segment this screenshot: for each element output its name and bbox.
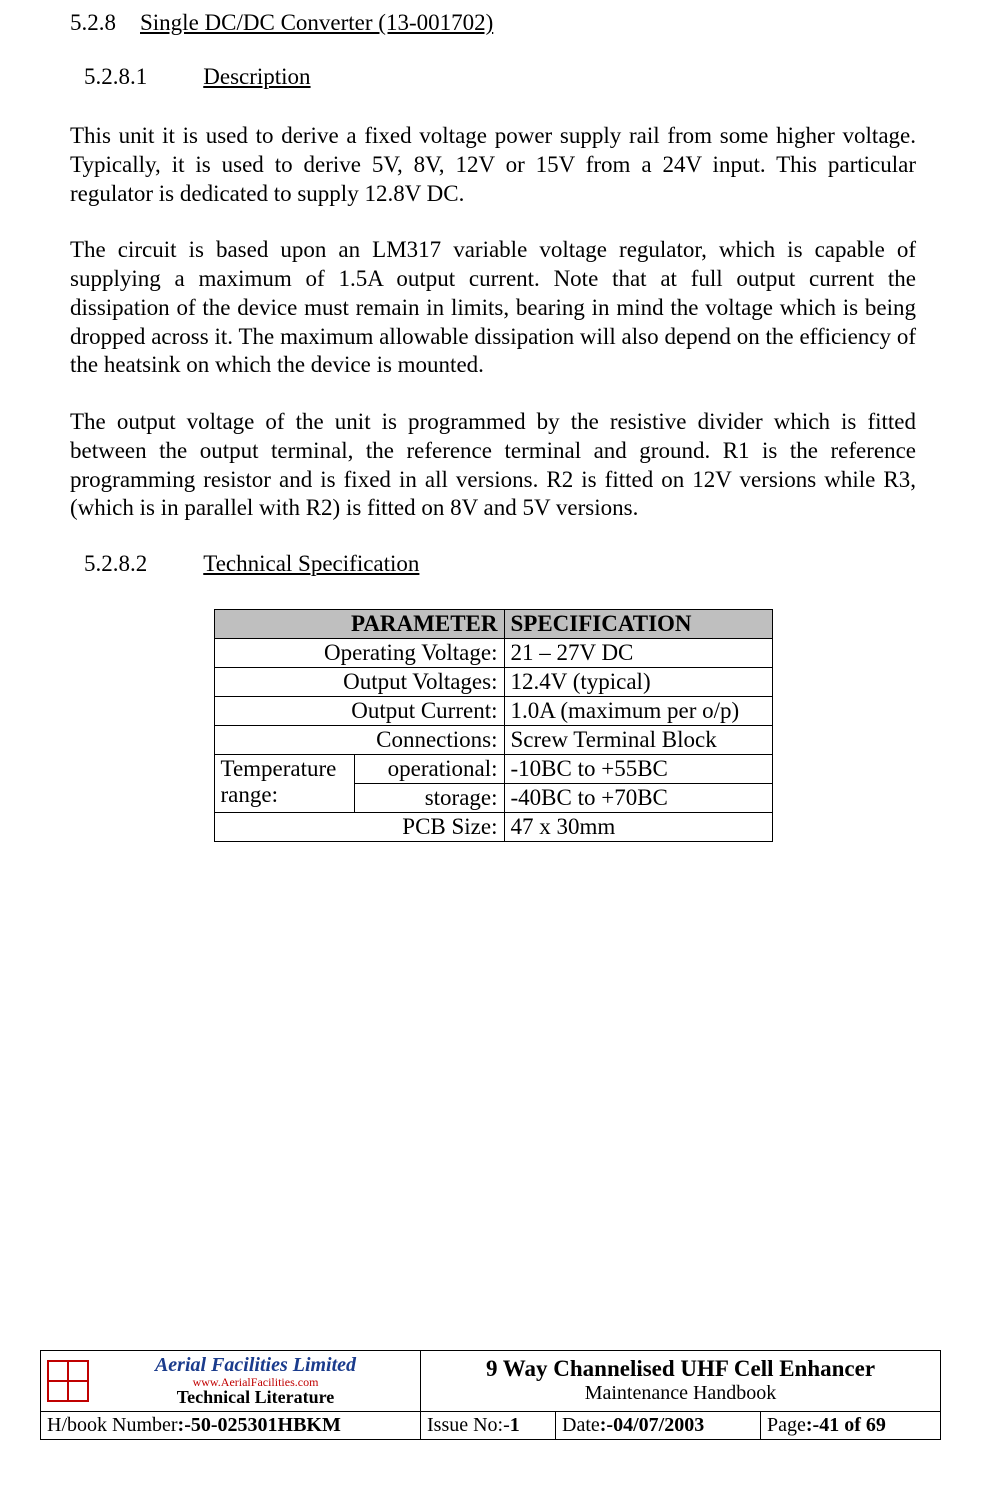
hbook-label: H/book Number	[47, 1414, 178, 1436]
table-row: Operating Voltage: 21 – 27V DC	[214, 639, 772, 668]
technical-spec-table: PARAMETER SPECIFICATION Operating Voltag…	[214, 609, 773, 842]
logo-company: Aerial Facilities Limited	[97, 1355, 414, 1376]
date-value: :-04/07/2003	[600, 1414, 704, 1436]
logo-subtitle: Technical Literature	[97, 1388, 414, 1407]
doc-title-box: 9 Way Channelised UHF Cell Enhancer Main…	[421, 1351, 940, 1411]
doc-subtitle: Maintenance Handbook	[585, 1382, 777, 1405]
hbook-value: :-50-025301HBKM	[178, 1414, 341, 1436]
param-cell: Output Current:	[214, 697, 504, 726]
footer-issue: Issue No:-1	[421, 1412, 556, 1439]
footer-hbook: H/book Number:-50-025301HBKM	[41, 1412, 421, 1439]
subsection-heading-techspec: 5.2.8.2 Technical Specification	[84, 551, 916, 577]
param-sub-cell: operational:	[354, 755, 504, 784]
subsection-number: 5.2.8.2	[84, 551, 147, 577]
logo-text: Aerial Facilities Limited www.AerialFaci…	[97, 1355, 414, 1407]
table-row: Temperature range: operational: -10ВС to…	[214, 755, 772, 784]
date-label: Date	[562, 1414, 600, 1436]
paragraph-2: The circuit is based upon an LM317 varia…	[70, 236, 916, 380]
spec-cell: 1.0A (maximum per o/p)	[504, 697, 772, 726]
param-group-cell: Temperature range:	[214, 755, 354, 813]
issue-value: 1	[510, 1414, 520, 1436]
section-heading: 5.2.8 Single DC/DC Converter (13-001702)	[70, 10, 916, 36]
spec-cell: Screw Terminal Block	[504, 726, 772, 755]
page-footer: Aerial Facilities Limited www.AerialFaci…	[40, 1350, 941, 1440]
subsection-title: Technical Specification	[203, 551, 419, 576]
param-sub-cell: storage:	[354, 784, 504, 813]
page-label: Page	[767, 1414, 806, 1436]
table-row: PCB Size: 47 x 30mm	[214, 813, 772, 842]
doc-title: 9 Way Channelised UHF Cell Enhancer	[486, 1356, 875, 1382]
table-header-row: PARAMETER SPECIFICATION	[214, 610, 772, 639]
spec-cell: -10ВС to +55ВС	[504, 755, 772, 784]
table-row: Output Voltages: 12.4V (typical)	[214, 668, 772, 697]
spec-cell: -40ВС to +70ВС	[504, 784, 772, 813]
logo-icon	[47, 1360, 89, 1402]
footer-top-row: Aerial Facilities Limited www.AerialFaci…	[40, 1350, 941, 1412]
spec-cell: 21 – 27V DC	[504, 639, 772, 668]
spec-cell: 12.4V (typical)	[504, 668, 772, 697]
section-title: Single DC/DC Converter (13-001702)	[140, 10, 493, 35]
param-cell: Connections:	[214, 726, 504, 755]
subsection-heading-description: 5.2.8.1 Description	[84, 64, 916, 90]
header-specification: SPECIFICATION	[504, 610, 772, 639]
param-cell: Output Voltages:	[214, 668, 504, 697]
subsection-number: 5.2.8.1	[84, 64, 147, 90]
footer-date: Date:-04/07/2003	[556, 1412, 761, 1439]
param-cell: PCB Size:	[214, 813, 504, 842]
footer-bottom-row: H/book Number:-50-025301HBKM Issue No:-1…	[40, 1412, 941, 1440]
footer-page: Page:-41 of 69	[761, 1412, 940, 1439]
table-row: Output Current: 1.0A (maximum per o/p)	[214, 697, 772, 726]
spec-cell: 47 x 30mm	[504, 813, 772, 842]
header-parameter: PARAMETER	[214, 610, 504, 639]
paragraph-3: The output voltage of the unit is progra…	[70, 408, 916, 523]
param-cell: Operating Voltage:	[214, 639, 504, 668]
paragraph-1: This unit it is used to derive a fixed v…	[70, 122, 916, 208]
section-number: 5.2.8	[70, 10, 116, 36]
page-value: :-41 of 69	[806, 1414, 886, 1436]
issue-label: Issue No:-	[427, 1414, 510, 1436]
logo-box: Aerial Facilities Limited www.AerialFaci…	[41, 1351, 421, 1411]
subsection-title: Description	[203, 64, 310, 89]
table-row: Connections: Screw Terminal Block	[214, 726, 772, 755]
